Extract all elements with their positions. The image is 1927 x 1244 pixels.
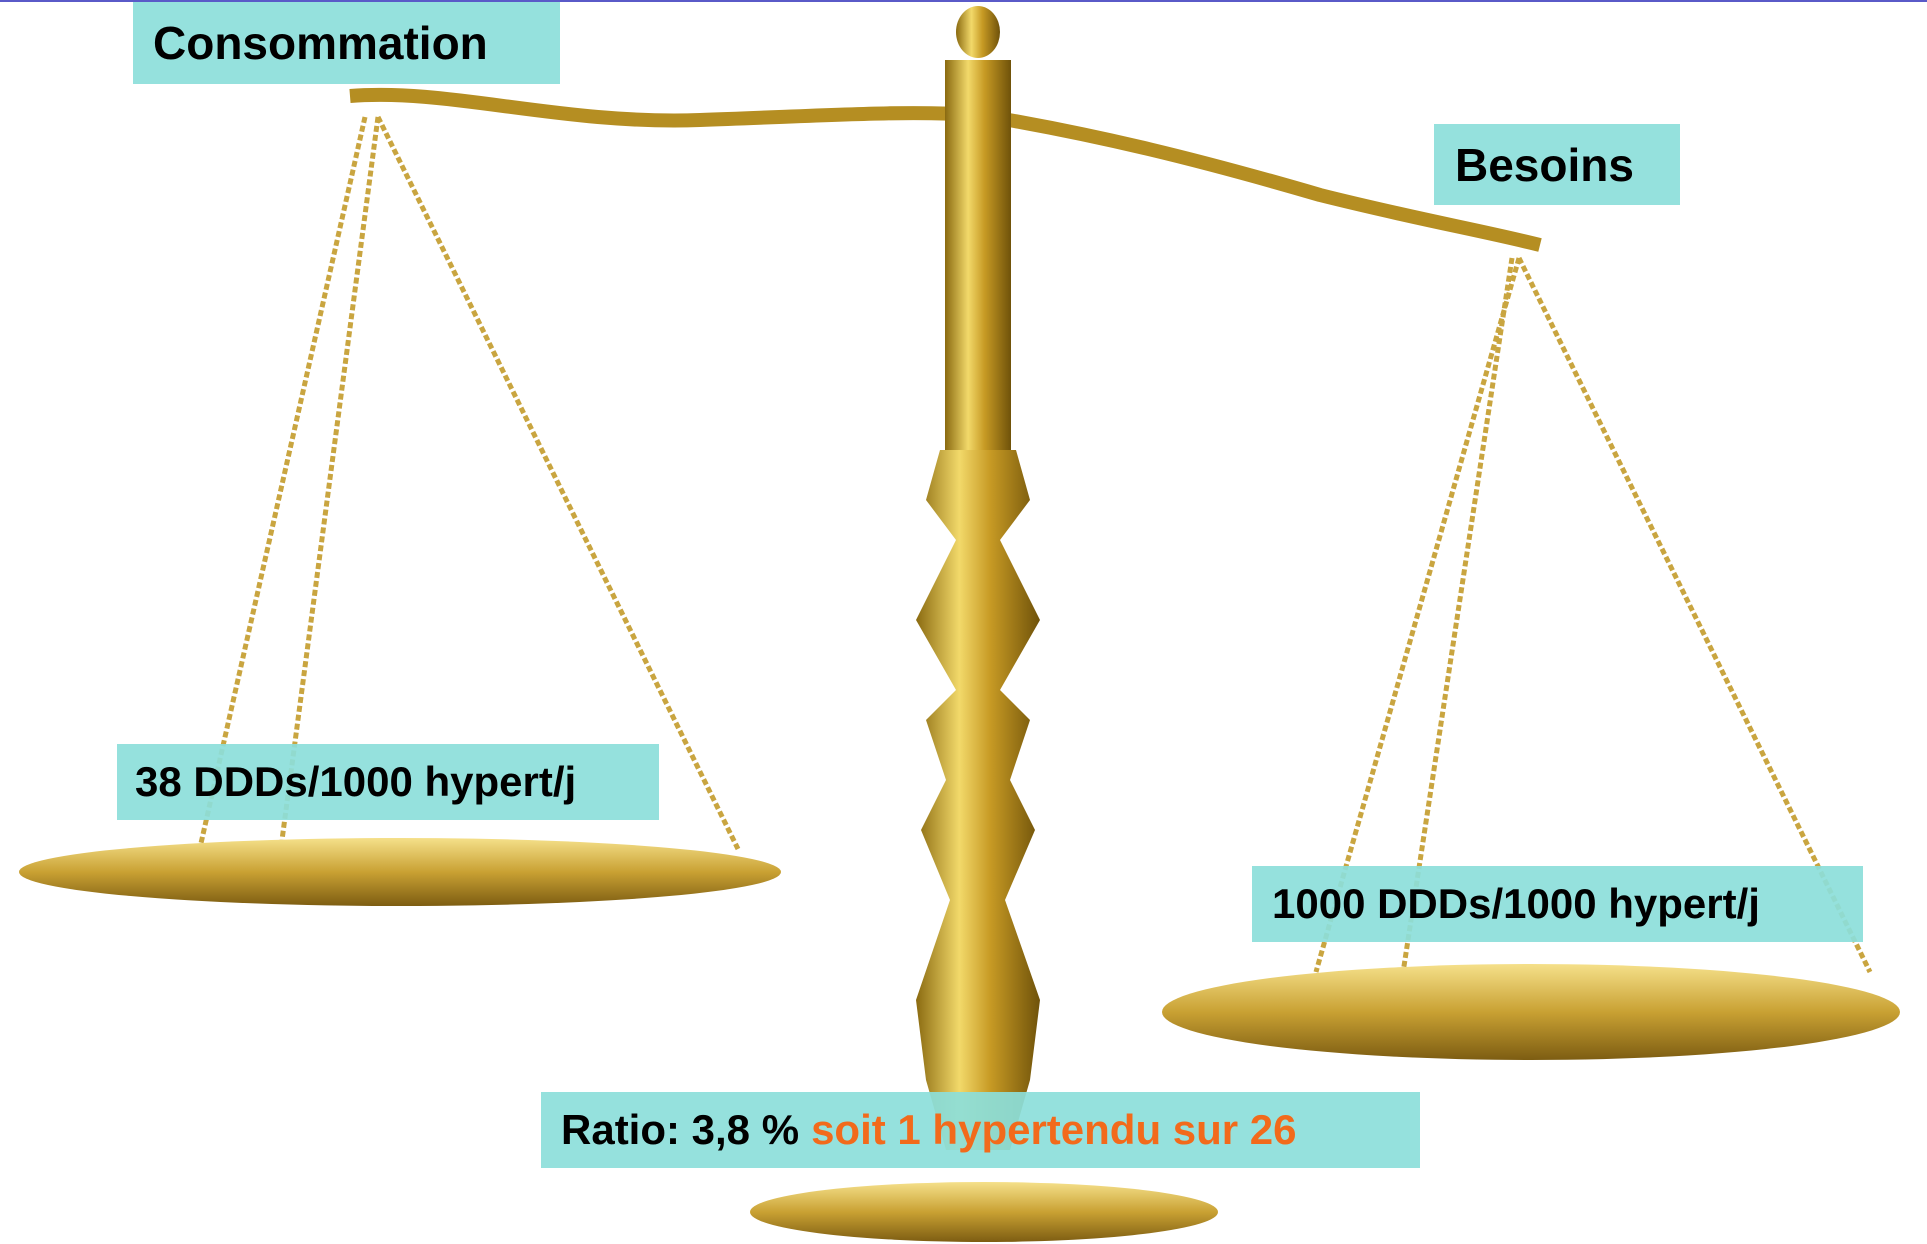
ratio-text: Ratio: 3,8 % [561, 1106, 799, 1154]
finial [956, 6, 1000, 58]
stem [916, 450, 1040, 1150]
label-left-value: 38 DDDs/1000 hypert/j [117, 744, 659, 820]
label-consommation: Consommation [133, 2, 560, 84]
left-pan [19, 838, 781, 906]
slide: Consommation Besoins 38 DDDs/1000 hypert… [0, 0, 1927, 1244]
base [750, 1182, 1218, 1242]
label-right-value: 1000 DDDs/1000 hypert/j [1252, 866, 1863, 942]
ratio-box: Ratio: 3,8 %soit 1 hypertendu sur 26 [541, 1092, 1420, 1168]
right-pan [1162, 964, 1900, 1060]
ratio-note: soit 1 hypertendu sur 26 [811, 1106, 1296, 1154]
label-besoins: Besoins [1434, 124, 1680, 205]
pillar [945, 60, 1011, 450]
